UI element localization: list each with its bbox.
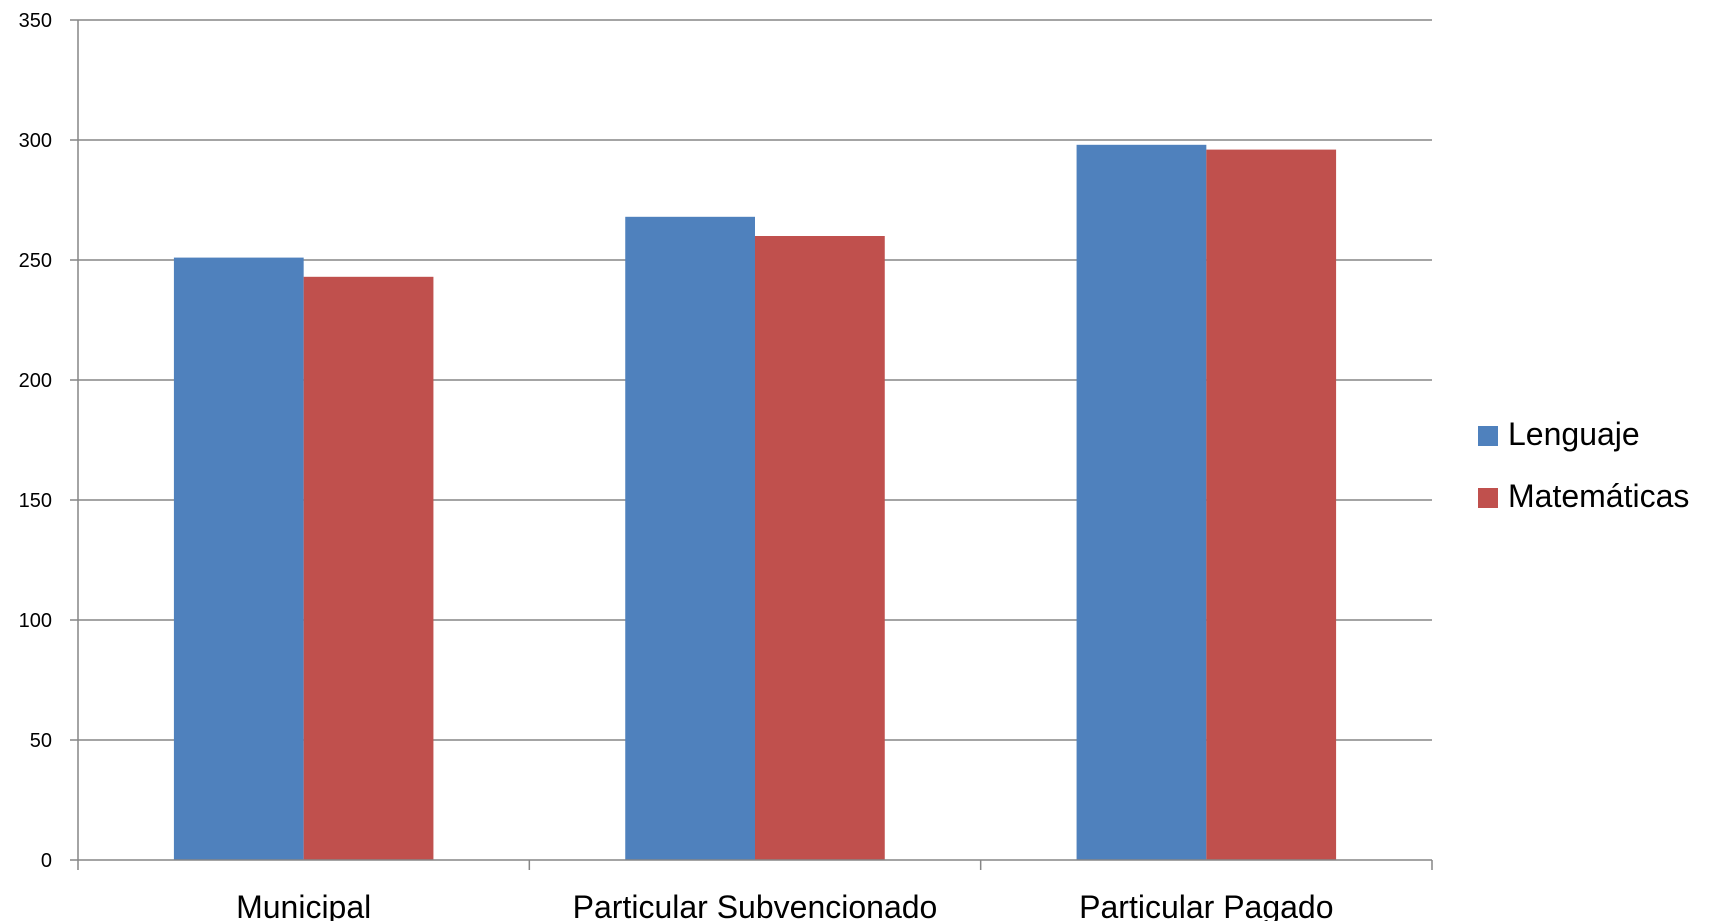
- x-tick-labels: Municipal Particular Subvencionado Particu…: [236, 889, 1333, 921]
- bar-lenguaje-3: [1076, 144, 1207, 861]
- y-tick-label: 50: [30, 730, 52, 752]
- y-tick-labels: 0 50 100 150 200 250 300 350: [19, 10, 52, 872]
- legend-swatch-matemáticas: [1478, 488, 1498, 508]
- x-tick-label: Particular Pagado: [1079, 889, 1333, 921]
- legend-label: Matemáticas: [1508, 478, 1689, 514]
- axes: [70, 19, 1433, 870]
- x-tick-label: Municipal: [236, 889, 371, 921]
- bar-matemáticas-3: [1206, 149, 1337, 861]
- bars: [173, 144, 1337, 861]
- legend-label: Lenguaje: [1508, 416, 1640, 452]
- y-tick-label: 100: [19, 610, 52, 632]
- y-tick-label: 250: [19, 250, 52, 272]
- bar-matemáticas-2: [755, 236, 885, 860]
- y-tick-label: 300: [19, 130, 52, 152]
- bar-matemáticas-1: [303, 276, 434, 860]
- legend-swatch-lenguaje: [1478, 426, 1498, 446]
- x-tick-label: Particular Subvencionado: [573, 889, 938, 921]
- y-tick-label: 200: [19, 370, 52, 392]
- legend: Lenguaje Matemáticas: [1478, 416, 1689, 514]
- bar-lenguaje-2: [625, 216, 755, 861]
- y-tick-label: 350: [19, 10, 52, 32]
- y-tick-label: 150: [19, 490, 52, 512]
- y-tick-label: 0: [41, 850, 52, 872]
- bar-lenguaje-1: [173, 257, 304, 861]
